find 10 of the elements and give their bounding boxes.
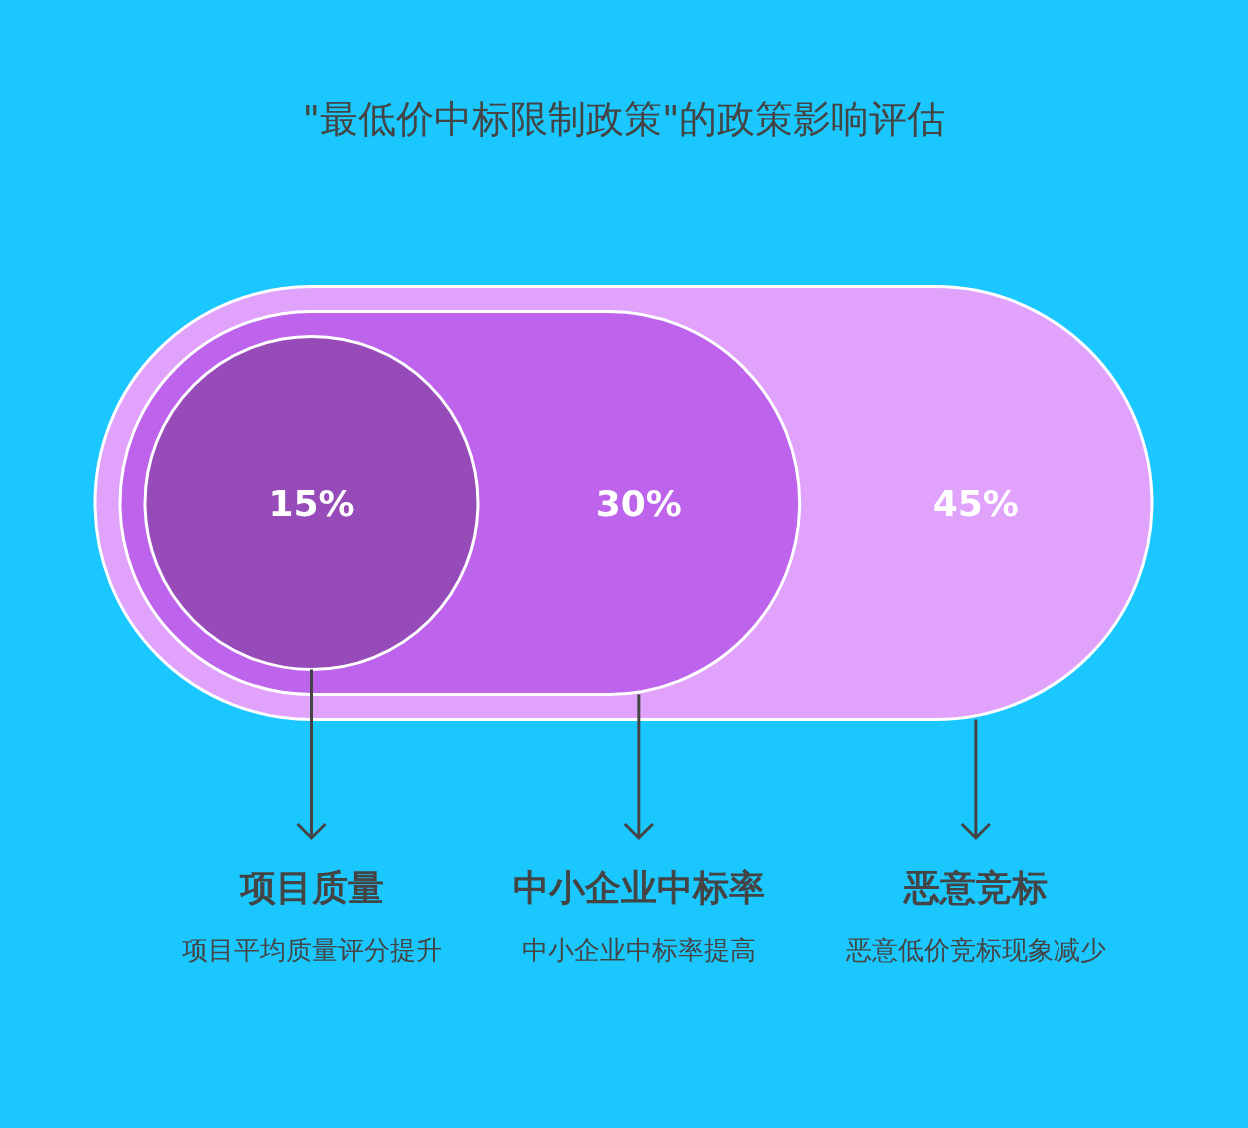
category-label: 恶意竞标 bbox=[901, 867, 1048, 908]
text: 中小企业中标率提高 bbox=[520, 934, 757, 967]
data-label: 45% bbox=[932, 483, 1019, 524]
category-label: 项目质量 bbox=[238, 867, 384, 908]
data-label: 15% bbox=[268, 483, 355, 524]
text: 恶意低价竞标现象减少 bbox=[844, 934, 1107, 967]
data-label: 30% bbox=[595, 483, 682, 524]
category-label: 中小企业中标率 bbox=[512, 867, 765, 908]
text: 项目平均质量评分提升 bbox=[180, 934, 443, 967]
text: "最低价中标限制政策"的政策影响评估 bbox=[302, 97, 946, 141]
